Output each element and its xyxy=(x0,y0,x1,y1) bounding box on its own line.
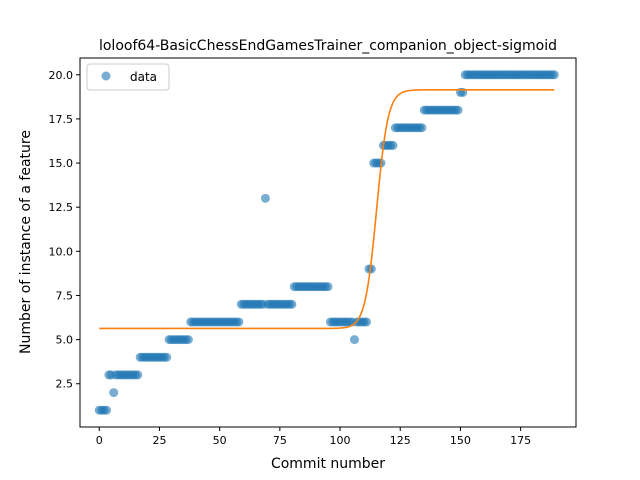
data-point xyxy=(287,299,297,309)
data-point xyxy=(234,317,244,327)
y-tick-label: 17.5 xyxy=(49,113,74,126)
sigmoid-fit-line xyxy=(99,88,555,330)
x-tick-label: 50 xyxy=(213,434,227,447)
x-tick-label: 0 xyxy=(96,434,103,447)
plot-area xyxy=(94,70,559,415)
data-point xyxy=(453,105,463,115)
y-tick-label: 10.0 xyxy=(49,245,74,258)
data-point xyxy=(101,405,111,415)
y-tick-label: 15.0 xyxy=(49,157,74,170)
y-tick-label: 2.5 xyxy=(56,378,74,391)
legend: data xyxy=(86,63,170,91)
x-tick-label: 175 xyxy=(510,434,531,447)
y-tick-label: 7.5 xyxy=(56,289,74,302)
data-point xyxy=(349,335,359,345)
legend-data-marker xyxy=(101,71,111,81)
axes-frame xyxy=(79,57,577,428)
x-tick-label: 25 xyxy=(152,434,166,447)
x-tick-label: 125 xyxy=(390,434,411,447)
data-point xyxy=(133,370,143,380)
chart-title: loloof64-BasicChessEndGamesTrainer_compa… xyxy=(99,38,557,54)
data-point xyxy=(260,193,270,203)
data-point xyxy=(162,352,172,362)
y-tick-label: 20.0 xyxy=(49,69,74,82)
data-point xyxy=(362,317,372,327)
x-axis: 0 25 50 75 100 125 150 175 xyxy=(96,427,531,447)
x-tick-label: 100 xyxy=(330,434,351,447)
data-point xyxy=(549,70,559,80)
data-point xyxy=(183,335,193,345)
legend-label-data: data xyxy=(130,70,157,84)
data-point xyxy=(109,388,119,398)
data-point xyxy=(388,140,398,150)
x-axis-label: Commit number xyxy=(271,456,385,472)
y-axis-label: Number of instance of a feature xyxy=(18,130,34,354)
data-point xyxy=(366,264,376,274)
legend-box xyxy=(86,63,170,91)
y-tick-label: 12.5 xyxy=(49,201,74,214)
y-tick-label: 5.0 xyxy=(56,334,74,347)
data-point xyxy=(323,282,333,292)
x-tick-label: 150 xyxy=(450,434,471,447)
x-tick-label: 75 xyxy=(273,434,287,447)
data-point xyxy=(417,123,427,133)
y-axis: 2.5 5.0 7.5 10.0 12.5 15.0 17.5 20.0 xyxy=(49,69,80,391)
